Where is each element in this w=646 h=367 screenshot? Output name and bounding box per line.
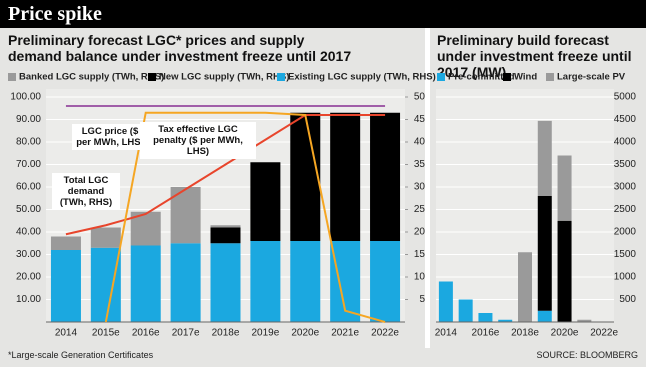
y-tick-label: 50.00 xyxy=(16,204,41,215)
bar xyxy=(537,310,552,322)
legend-swatch xyxy=(546,73,554,81)
bar xyxy=(290,112,321,241)
x-tick-label: 2022e xyxy=(590,328,618,339)
legend-swatch xyxy=(148,73,156,81)
x-tick-label: 2014 xyxy=(55,328,78,339)
y2-tick-label: 25 xyxy=(414,204,426,215)
bar xyxy=(458,299,473,322)
y-tick-label: 30.00 xyxy=(16,249,41,260)
bar xyxy=(557,220,572,322)
y-tick-label: 60.00 xyxy=(16,182,41,193)
bar xyxy=(250,241,281,322)
y-tick-label: 2500 xyxy=(614,204,637,215)
y2-tick-label: 5 xyxy=(419,294,425,305)
chart-title: Preliminary forecast LGC* prices and sup… xyxy=(8,32,352,64)
y-tick-label: 70.00 xyxy=(16,159,41,170)
bar xyxy=(330,112,361,241)
x-tick-label: 2015e xyxy=(92,328,120,339)
legend-swatch xyxy=(8,73,16,81)
bar xyxy=(90,227,121,248)
x-tick-label: 2014 xyxy=(435,328,458,339)
annotation: LGC price ($ per MWh, LHS) xyxy=(72,124,148,150)
x-tick-label: 2020e xyxy=(551,328,579,339)
bar xyxy=(210,243,241,322)
y-tick-label: 1500 xyxy=(614,249,637,260)
bar xyxy=(50,250,81,322)
x-tick-label: 2018e xyxy=(511,328,539,339)
bar xyxy=(537,196,552,311)
bar xyxy=(290,241,321,322)
x-tick-label: 2018e xyxy=(212,328,240,339)
bar xyxy=(557,155,572,221)
legend-swatch xyxy=(437,73,445,81)
legend-label: Pre-committed xyxy=(448,72,515,83)
y2-tick-label: 30 xyxy=(414,182,426,193)
x-tick-label: 2019e xyxy=(251,328,279,339)
line xyxy=(104,111,386,323)
bar xyxy=(438,281,453,322)
annotation: Tax effective LGC penalty ($ per MWh, LH… xyxy=(140,122,256,159)
y-tick-label: 4500 xyxy=(614,114,637,125)
line xyxy=(65,114,386,236)
y-tick-label: 40.00 xyxy=(16,227,41,238)
bar xyxy=(130,245,161,322)
y2-tick-label: 40 xyxy=(414,137,426,148)
x-tick-label: 2016e xyxy=(132,328,160,339)
y-tick-label: 1000 xyxy=(614,272,637,283)
y-tick-label: 2000 xyxy=(614,227,637,238)
y2-tick-label: 45 xyxy=(414,114,426,125)
y2-tick-label: 35 xyxy=(414,159,426,170)
bar xyxy=(577,319,592,322)
y2-tick-label: 50 xyxy=(414,92,426,103)
y2-tick-label: 20 xyxy=(414,227,426,238)
y-tick-label: 4000 xyxy=(614,137,637,148)
legend-swatch xyxy=(277,73,285,81)
bar xyxy=(50,236,81,250)
x-tick-label: 2016e xyxy=(472,328,500,339)
y-tick-label: 500 xyxy=(619,294,636,305)
chart-title: Preliminary build forecast under investm… xyxy=(437,32,632,80)
header-bar: Price spike xyxy=(0,0,646,28)
bar xyxy=(478,313,493,322)
y-tick-label: 3000 xyxy=(614,182,637,193)
header-title: Price spike xyxy=(8,3,102,25)
footnote: *Large-scale Generation Certificates xyxy=(8,350,154,360)
panel-divider xyxy=(425,28,430,348)
y-tick-label: 10.00 xyxy=(16,294,41,305)
y2-tick-label: 15 xyxy=(414,249,426,260)
bar xyxy=(210,227,241,244)
y-tick-label: 100.00 xyxy=(10,92,41,103)
legend-label: New LGC supply (TWh, RHS) xyxy=(159,72,289,83)
bar xyxy=(518,252,532,322)
bar xyxy=(210,225,241,228)
legend-label: Existing LGC supply (TWh, RHS) xyxy=(288,72,436,83)
bar xyxy=(170,243,201,322)
annotation: Total LGC demand (TWh, RHS) xyxy=(52,173,120,210)
bar xyxy=(537,120,552,196)
y-tick-label: 5000 xyxy=(614,92,637,103)
bar xyxy=(498,319,513,322)
legend-label: Banked LGC supply (TWh, RHS) xyxy=(19,72,164,83)
y2-tick-label: 10 xyxy=(414,272,426,283)
bar xyxy=(370,112,401,241)
legend-swatch xyxy=(503,73,511,81)
x-tick-label: 2020e xyxy=(291,328,319,339)
y-tick-label: 20.00 xyxy=(16,272,41,283)
y-tick-label: 80.00 xyxy=(16,137,41,148)
y-tick-label: 90.00 xyxy=(16,114,41,125)
legend-label: Large-scale PV xyxy=(557,72,626,83)
bar xyxy=(370,241,401,322)
x-tick-label: 2022e xyxy=(371,328,399,339)
bar xyxy=(250,162,281,241)
legend-label: Wind xyxy=(514,72,537,83)
bar xyxy=(90,247,121,322)
x-tick-label: 2021e xyxy=(331,328,359,339)
x-tick-label: 2017e xyxy=(172,328,200,339)
source: SOURCE: BLOOMBERG xyxy=(536,350,638,360)
y-tick-label: 3500 xyxy=(614,159,637,170)
